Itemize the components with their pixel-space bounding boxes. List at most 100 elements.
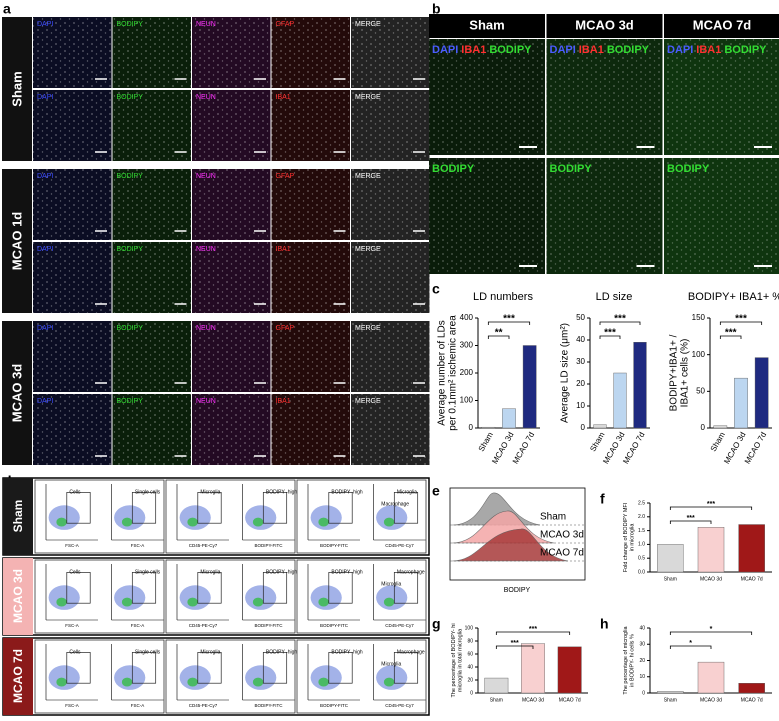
significance-label: *: [710, 626, 713, 633]
plot-x-label: CD45-PE-Cy7: [189, 623, 218, 628]
column-header: MCAO 3d: [575, 17, 634, 32]
x-tick-label: MCAO 7d: [741, 576, 763, 582]
group-label-box: [2, 169, 32, 313]
chart-title: LD numbers: [473, 291, 533, 303]
micrograph-cells: [112, 394, 191, 465]
micrograph-cells: [33, 169, 112, 240]
plot-pair-frame: [34, 639, 165, 714]
row-frame: [2, 637, 430, 716]
significance-label: ***: [687, 515, 695, 522]
y-tick-label: 0: [470, 690, 473, 696]
stain-label-part: IBA1: [696, 44, 721, 56]
bar: [481, 426, 496, 429]
stain-label: BODIPY: [432, 163, 475, 175]
bar: [522, 345, 537, 429]
event-core: [383, 677, 395, 687]
histogram-x-label: BODIPY: [504, 587, 531, 594]
panel-label: c: [432, 281, 440, 297]
event-core: [383, 517, 395, 527]
plot-x-label: FSC-A: [131, 543, 145, 548]
panel-label: h: [600, 616, 609, 632]
stain-label: BODIPY: [550, 163, 593, 175]
y-tick-label: 200: [460, 368, 474, 377]
bar: [738, 524, 765, 573]
event-cloud: [179, 585, 211, 610]
event-cloud: [310, 505, 342, 530]
bar: [657, 691, 684, 694]
row-label: Sham: [11, 500, 25, 533]
bar: [734, 377, 748, 429]
plot-x-label: BODIPY-FITC: [320, 623, 349, 628]
plot-x-label: BODIPY-FITC: [254, 543, 283, 548]
gate-label: Cells: [69, 489, 81, 495]
stain-label: BODIPY: [117, 173, 144, 180]
panel-label: a: [3, 1, 11, 17]
x-tick-label: MCAO 7d: [741, 697, 763, 703]
gate-label: Single cells: [135, 649, 161, 655]
stain-label: NEUN: [196, 398, 216, 405]
plot-x-label: CD45-PE-Cy7: [385, 623, 414, 628]
stain-label: NEUN: [196, 173, 216, 180]
plot-pair-frame: [34, 559, 165, 634]
event-cloud: [376, 505, 408, 530]
micrograph-cells: [271, 321, 350, 392]
column-header: Sham: [469, 17, 504, 32]
event-core: [252, 597, 264, 607]
gate-label: Microglia: [200, 489, 220, 495]
y-tick-label: 0: [581, 423, 586, 432]
stain-label: DAPI: [37, 325, 53, 332]
plot-pair-frame: [165, 479, 296, 554]
chart-title: BODIPY+ IBA1+ %: [688, 291, 779, 303]
event-core: [187, 677, 198, 687]
gate: [66, 492, 91, 524]
gate: [393, 492, 419, 524]
event-core: [252, 677, 264, 687]
stain-label: IBA1: [276, 94, 291, 101]
gate-label: Macrophage: [397, 649, 425, 655]
micrograph-cells: [271, 17, 350, 88]
event-core: [121, 517, 133, 527]
plot-x-label: CD45-PE-Cy7: [189, 703, 218, 708]
y-tick-label: 150: [692, 313, 706, 322]
panel-label: e: [432, 483, 440, 499]
event-core: [187, 597, 198, 607]
significance-bracket: [495, 645, 534, 649]
plot-x-label: BODIPY-FITC: [254, 703, 283, 708]
micrograph-cells: [192, 321, 271, 392]
micrograph-cells: [112, 17, 191, 88]
significance-bracket: [487, 321, 531, 325]
x-tick-label: Sham: [588, 430, 606, 453]
bar: [613, 372, 627, 429]
bar: [697, 661, 725, 694]
y-tick-label: 300: [460, 341, 474, 350]
y-tick-label: 1.0: [638, 542, 645, 548]
gate-label: Microglia: [381, 661, 401, 667]
event-core: [56, 517, 67, 527]
micrograph-cells: [429, 158, 545, 274]
y-tick-label: 0: [642, 690, 645, 696]
x-tick-label: Sham: [477, 430, 495, 453]
histogram-curve: [451, 492, 541, 526]
micrograph-cells: [192, 17, 271, 88]
micrograph-cells: [192, 394, 271, 465]
row-label: MCAO 7d: [11, 649, 25, 703]
gate-label: BODIPY -high: [331, 649, 363, 655]
event-cloud: [245, 585, 277, 610]
y-tick-label: 20: [467, 677, 473, 683]
event-cloud: [179, 665, 211, 690]
event-cloud: [114, 585, 146, 610]
stain-label: NEUN: [196, 325, 216, 332]
significance-bracket: [599, 321, 641, 325]
plot-x-label: BODIPY-FITC: [320, 543, 349, 548]
plot-x-label: FSC-A: [65, 703, 79, 708]
significance-label: ***: [614, 314, 626, 325]
panel-label: f: [600, 491, 605, 507]
bar: [738, 683, 765, 694]
stain-label: IBA1: [276, 398, 291, 405]
bar: [557, 646, 582, 694]
event-cloud: [245, 665, 277, 690]
event-core: [187, 517, 198, 527]
stain-label: DAPI IBA1 BODIPY: [432, 44, 532, 56]
chart-title: LD size: [596, 291, 633, 303]
row-frame: [2, 477, 430, 556]
